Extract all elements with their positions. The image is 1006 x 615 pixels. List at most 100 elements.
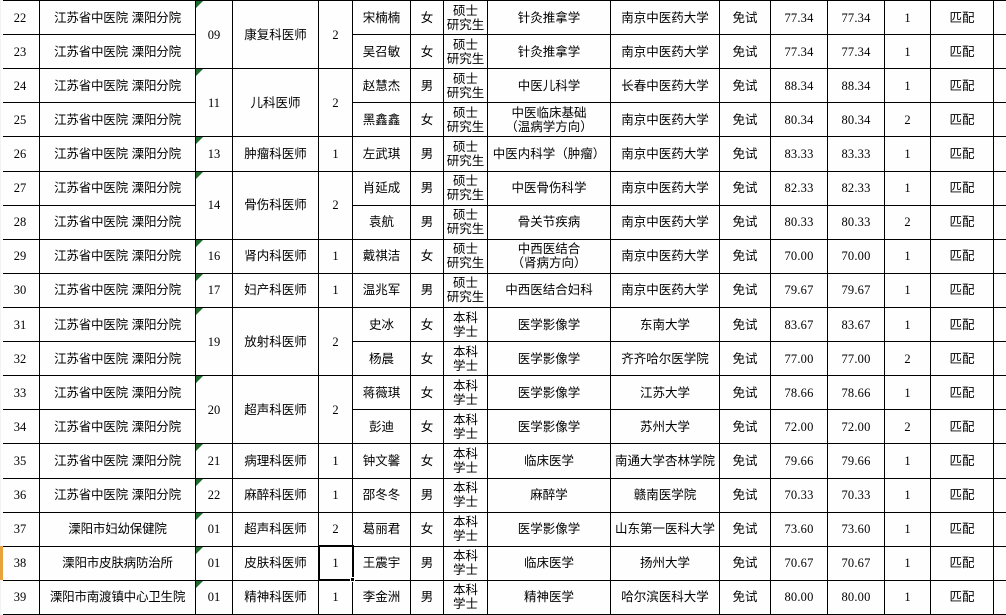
- cell-rank[interactable]: 2: [884, 102, 931, 138]
- cell-plan[interactable]: 1: [318, 272, 353, 308]
- cell-exam[interactable]: 免试: [719, 443, 771, 479]
- table-row[interactable]: 33 江苏省中医院 溧阳分院 20 超声科医师 2 蒋薇琪女本科 学士 医学影像学 江苏大学 免试…: [0, 375, 1006, 445]
- cell-result[interactable]: 录用: [993, 579, 1006, 615]
- cell-school[interactable]: 南京中医药大学: [610, 272, 720, 308]
- cell-seq[interactable]: 29: [0, 238, 40, 274]
- cell-result[interactable]: 录用: [993, 0, 1006, 36]
- cell-plan[interactable]: 2: [318, 306, 353, 377]
- table-row[interactable]: 23 江苏省中医院 溧阳分院 吴召敏女硕士 研究生 针灸推拿学 南京中医药大学 免试 77.3…: [0, 34, 1006, 70]
- cell-plan[interactable]: 1: [318, 579, 353, 615]
- cell-score1[interactable]: 80.34: [770, 102, 828, 138]
- cell-school[interactable]: 东南大学: [610, 306, 720, 343]
- cell-major[interactable]: 医学影像学: [487, 341, 611, 377]
- cell-match[interactable]: 匹配: [930, 375, 994, 411]
- cell-name[interactable]: 彭迪: [352, 409, 411, 445]
- table-row[interactable]: 32 江苏省中医院 溧阳分院 杨晨女本科 学士 医学影像学 齐齐哈尔医学院 免试 77.00 7…: [0, 341, 1006, 377]
- table-row[interactable]: 34 江苏省中医院 溧阳分院 彭迪女本科 学士 医学影像学 苏州大学 免试 72.00 72.0…: [0, 409, 1006, 445]
- cell-score2[interactable]: 80.33: [827, 204, 885, 240]
- cell-post_name[interactable]: 超声科医师: [232, 511, 319, 547]
- cell-name[interactable]: 左武琪: [352, 136, 411, 172]
- cell-match[interactable]: 匹配: [930, 579, 994, 615]
- cell-exam[interactable]: 免试: [719, 34, 771, 70]
- cell-post_code[interactable]: 16: [195, 238, 233, 274]
- cell-major[interactable]: 中西医结合 （肾病方向）: [487, 238, 611, 274]
- cell-degree[interactable]: 本科 学士: [443, 545, 488, 581]
- table-row[interactable]: 39 溧阳市南渡镇中心卫生院 01 精神科医师 1 李金洲男本科 学士 精神医学 哈尔滨医科大学…: [0, 579, 1006, 615]
- cell-school[interactable]: 南京中医药大学: [610, 170, 720, 206]
- cell-exam[interactable]: 免试: [719, 341, 771, 377]
- cell-rank[interactable]: 1: [884, 306, 931, 343]
- cell-name[interactable]: 葛丽君: [352, 511, 411, 547]
- cell-degree[interactable]: 硕士 研究生: [443, 272, 488, 308]
- cell-degree[interactable]: 本科 学士: [443, 579, 488, 615]
- cell-rank[interactable]: 1: [884, 34, 931, 70]
- table-row[interactable]: 38 溧阳市皮肤病防治所 01 皮肤科医师 1 王震宇男本科 学士 临床医学 扬州大学 免试 70.…: [0, 545, 1006, 581]
- cell-school[interactable]: 南通大学杏林学院: [610, 443, 720, 479]
- cell-degree[interactable]: 硕士 研究生: [443, 136, 488, 172]
- cell-seq[interactable]: 35: [0, 443, 40, 479]
- table-row[interactable]: 28 江苏省中医院 溧阳分院 袁航男硕士 研究生 骨关节疾病 南京中医药大学 免试 80.33…: [0, 204, 1006, 240]
- cell-seq[interactable]: 23: [0, 34, 40, 70]
- cell-match[interactable]: 匹配: [930, 170, 994, 206]
- cell-exam[interactable]: 免试: [719, 306, 771, 343]
- cell-match[interactable]: 匹配: [930, 443, 994, 479]
- cell-rank[interactable]: 2: [884, 409, 931, 445]
- cell-gender[interactable]: 女: [410, 341, 444, 377]
- cell-name[interactable]: 温兆军: [352, 272, 411, 308]
- cell-gender[interactable]: 女: [410, 0, 444, 36]
- cell-post_name[interactable]: 病理科医师: [232, 443, 319, 479]
- cell-result[interactable]: 录用: [993, 511, 1006, 547]
- cell-gender[interactable]: 女: [410, 306, 444, 343]
- cell-unit[interactable]: 江苏省中医院 溧阳分院: [39, 409, 196, 445]
- cell-unit[interactable]: 江苏省中医院 溧阳分院: [39, 238, 196, 274]
- cell-unit[interactable]: 溧阳市皮肤病防治所: [39, 545, 196, 581]
- cell-score1[interactable]: 77.34: [770, 0, 828, 36]
- cell-unit[interactable]: 江苏省中医院 溧阳分院: [39, 170, 196, 206]
- cell-result[interactable]: 录用: [993, 68, 1006, 104]
- cell-match[interactable]: 匹配: [930, 511, 994, 547]
- cell-rank[interactable]: 1: [884, 68, 931, 104]
- cell-seq[interactable]: 27: [0, 170, 40, 206]
- cell-rank[interactable]: 1: [884, 579, 931, 615]
- cell-rank[interactable]: 1: [884, 511, 931, 547]
- cell-seq[interactable]: 26: [0, 136, 40, 172]
- cell-post_code[interactable]: 14: [195, 170, 233, 240]
- cell-post_code[interactable]: 22: [195, 477, 233, 513]
- cell-gender[interactable]: 女: [410, 443, 444, 479]
- cell-post_code[interactable]: 13: [195, 136, 233, 172]
- cell-name[interactable]: 李金洲: [352, 579, 411, 615]
- cell-unit[interactable]: 江苏省中医院 溧阳分院: [39, 68, 196, 104]
- cell-score2[interactable]: 88.34: [827, 68, 885, 104]
- cell-degree[interactable]: 本科 学士: [443, 306, 488, 343]
- cell-score2[interactable]: 72.00: [827, 409, 885, 445]
- cell-score2[interactable]: 70.67: [827, 545, 885, 581]
- cell-plan[interactable]: 2: [318, 68, 353, 138]
- cell-match[interactable]: 匹配: [930, 545, 994, 581]
- cell-rank[interactable]: 1: [884, 238, 931, 274]
- cell-plan[interactable]: 2: [318, 375, 353, 445]
- cell-seq[interactable]: 33: [0, 375, 40, 411]
- cell-plan[interactable]: 2: [318, 511, 353, 547]
- cell-match[interactable]: 匹配: [930, 341, 994, 377]
- cell-post_name[interactable]: 儿科医师: [232, 68, 319, 138]
- cell-score1[interactable]: 70.67: [770, 545, 828, 581]
- cell-unit[interactable]: 江苏省中医院 溧阳分院: [39, 0, 196, 36]
- cell-score1[interactable]: 82.33: [770, 170, 828, 206]
- cell-name[interactable]: 赵慧杰: [352, 68, 411, 104]
- cell-score1[interactable]: 70.00: [770, 238, 828, 274]
- cell-score1[interactable]: 80.33: [770, 204, 828, 240]
- cell-degree[interactable]: 硕士 研究生: [443, 102, 488, 138]
- cell-rank[interactable]: 1: [884, 170, 931, 206]
- cell-unit[interactable]: 江苏省中医院 溧阳分院: [39, 306, 196, 343]
- cell-exam[interactable]: 免试: [719, 238, 771, 274]
- cell-major[interactable]: 中医骨伤科学: [487, 170, 611, 206]
- cell-score2[interactable]: 83.33: [827, 136, 885, 172]
- cell-match[interactable]: 匹配: [930, 477, 994, 513]
- cell-school[interactable]: 山东第一医科大学: [610, 511, 720, 547]
- cell-plan[interactable]: 2: [318, 170, 353, 240]
- cell-major[interactable]: 中医儿科学: [487, 68, 611, 104]
- cell-score1[interactable]: 78.66: [770, 375, 828, 411]
- cell-post_name[interactable]: 精神科医师: [232, 579, 319, 615]
- cell-rank[interactable]: 1: [884, 272, 931, 308]
